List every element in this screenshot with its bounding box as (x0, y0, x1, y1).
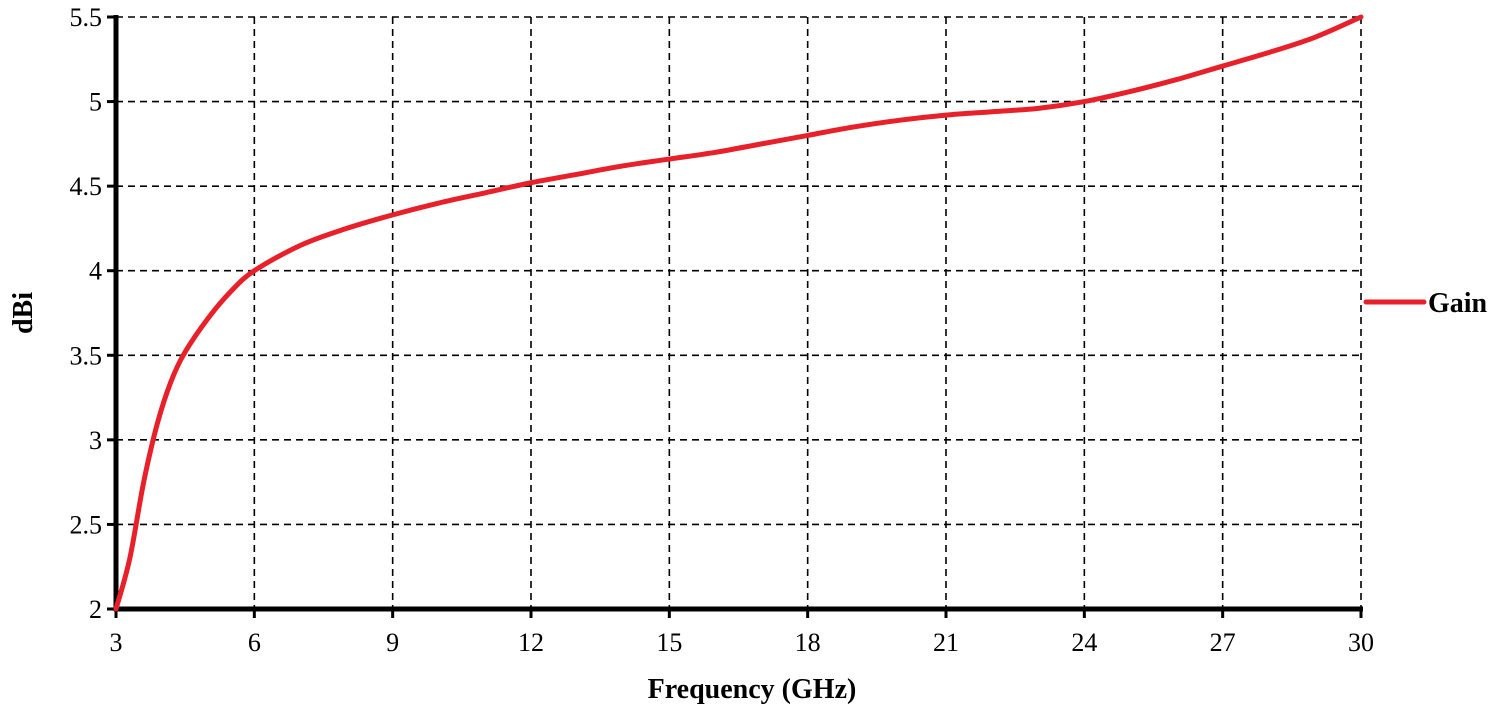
y-tick-label-4.5: 4.5 (70, 172, 103, 201)
legend: Gain (1363, 288, 1488, 319)
y-tick-label-5: 5 (89, 88, 102, 117)
legend-label-gain: Gain (1428, 288, 1488, 319)
x-tick-label-6: 6 (248, 628, 261, 657)
x-tick-label-15: 15 (656, 628, 682, 657)
y-tick-label-3: 3 (89, 426, 102, 455)
series-line-gain (113, 14, 1364, 612)
grid-lines (116, 16, 1362, 609)
y-tick-label-5.5: 5.5 (70, 3, 103, 32)
y-tick-label-3.5: 3.5 (70, 341, 103, 370)
x-tick-label-3: 3 (110, 628, 123, 657)
series-group (113, 14, 1364, 612)
y-tick-labels: 2 2.5 3 3.5 4 4.5 5 5.5 (70, 3, 103, 624)
x-tick-label-24: 24 (1071, 628, 1097, 657)
x-tick-label-21: 21 (933, 628, 959, 657)
x-tick-label-12: 12 (518, 628, 544, 657)
x-tick-labels: 3 6 9 12 15 18 21 24 27 30 (110, 628, 1375, 657)
axes (107, 15, 1363, 618)
y-tick-label-2.5: 2.5 (70, 510, 103, 539)
y-tick-label-2: 2 (89, 595, 102, 624)
x-tick-label-30: 30 (1348, 628, 1374, 657)
x-tick-label-27: 27 (1210, 628, 1236, 657)
y-tick-label-4: 4 (89, 257, 102, 286)
y-axis-title: dBi (8, 292, 39, 334)
x-tick-label-9: 9 (386, 628, 399, 657)
x-axis-title: Frequency (GHz) (648, 674, 857, 705)
x-tick-label-18: 18 (795, 628, 821, 657)
